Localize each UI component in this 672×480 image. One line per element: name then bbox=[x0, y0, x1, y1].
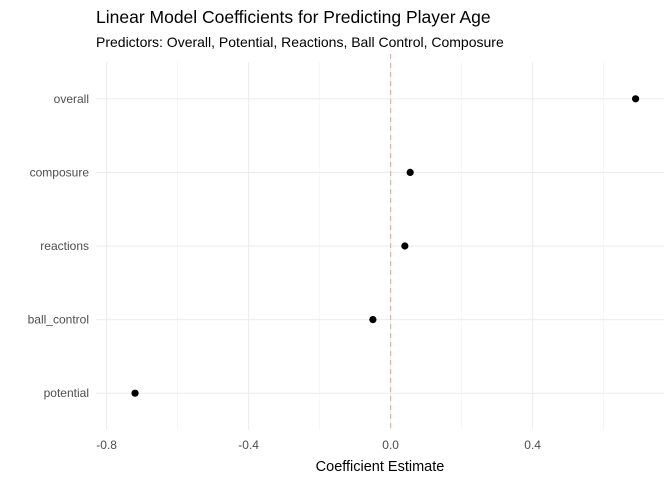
point-overall bbox=[632, 95, 640, 103]
chart-title: Linear Model Coefficients for Predicting… bbox=[96, 7, 491, 27]
point-reactions bbox=[401, 242, 409, 250]
x-tick-label: -0.8 bbox=[96, 438, 117, 452]
x-tick-label: 0.0 bbox=[382, 438, 399, 452]
chart-subtitle: Predictors: Overall, Potential, Reaction… bbox=[96, 34, 504, 50]
point-potential bbox=[131, 389, 139, 397]
y-tick-label: composure bbox=[30, 165, 90, 179]
x-tick-label: -0.4 bbox=[238, 438, 259, 452]
data-points bbox=[131, 95, 640, 397]
point-composure bbox=[406, 168, 414, 176]
point-ball-control bbox=[369, 316, 377, 324]
x-tick-label: 0.4 bbox=[524, 438, 541, 452]
y-tick-label: reactions bbox=[40, 239, 89, 253]
x-axis-label: Coefficient Estimate bbox=[316, 459, 445, 475]
y-tick-label: ball_control bbox=[28, 313, 89, 327]
x-tick-labels: -0.8 -0.4 0.0 0.4 bbox=[96, 438, 541, 452]
y-tick-label: overall bbox=[54, 92, 89, 106]
y-tick-label: potential bbox=[44, 386, 89, 400]
grid bbox=[96, 62, 664, 430]
y-tick-labels: potential ball_control reactions composure o… bbox=[28, 92, 90, 400]
